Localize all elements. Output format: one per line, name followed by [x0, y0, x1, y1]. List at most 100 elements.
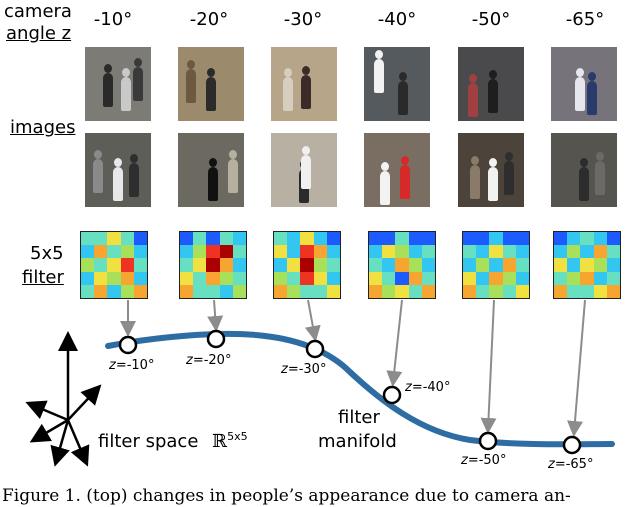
images-label: images: [10, 117, 76, 138]
filter-cell: [567, 245, 581, 259]
figure-caption: Figure 1. (top) changes in people’s appe…: [2, 486, 571, 506]
filter-cell: [193, 271, 207, 285]
filter-cell: [326, 284, 340, 298]
pedestrian-photo: [85, 133, 151, 207]
person-figure: [470, 156, 480, 199]
filter-cell: [382, 284, 396, 298]
person-figure: [468, 74, 478, 117]
filter-cell: [133, 232, 147, 246]
filter-cell: [395, 232, 409, 246]
filter-cell: [580, 284, 594, 298]
filter-cell: [593, 284, 607, 298]
person-figure: [228, 150, 238, 193]
filter-cell: [274, 232, 288, 246]
person-figure: [113, 158, 123, 201]
filter-cell: [382, 245, 396, 259]
filter-cell: [421, 258, 435, 272]
person-figure: [208, 158, 218, 201]
filter-cell: [476, 271, 490, 285]
filter-cell: [180, 232, 194, 246]
arrow-2: [207, 299, 224, 332]
filter-cell: [107, 271, 121, 285]
filter-cell: [515, 284, 529, 298]
filter-cell: [369, 232, 383, 246]
person-figure: [398, 72, 408, 115]
filter-cell: [463, 284, 477, 298]
filter-cell: [120, 232, 134, 246]
person-figure: [206, 68, 216, 111]
point-label-4: z=-40°: [405, 380, 451, 395]
filter-cell: [606, 232, 620, 246]
person-figure: [374, 50, 384, 93]
filter-cell: [232, 245, 246, 259]
filter-cell: [369, 284, 383, 298]
person-figure: [400, 156, 410, 199]
person-figure: [186, 60, 196, 103]
filter-cell: [193, 258, 207, 272]
filter-cell: [120, 245, 134, 259]
filter-cell: [81, 284, 95, 298]
filter-cell: [232, 284, 246, 298]
filter-cell: [502, 258, 516, 272]
filter-cell: [593, 232, 607, 246]
filter-heatmap-1: [80, 231, 148, 299]
filter-cell: [81, 271, 95, 285]
person-figure: [380, 162, 390, 205]
filter-cell: [489, 284, 503, 298]
filter-cell: [554, 232, 568, 246]
filter-cell: [287, 232, 301, 246]
angle-header-6: -65°: [565, 9, 605, 30]
person-figure: [504, 152, 514, 195]
filter-cell: [515, 271, 529, 285]
filter-cell: [554, 258, 568, 272]
filter-cell: [107, 245, 121, 259]
filter-cell: [580, 232, 594, 246]
filter-cell: [274, 245, 288, 259]
filter-cell: [326, 271, 340, 285]
filter-cell: [274, 284, 288, 298]
pedestrian-photo: [271, 47, 337, 121]
filter-cell: [300, 232, 314, 246]
person-figure: [283, 68, 293, 111]
filter-cell: [94, 232, 108, 246]
filter-cell: [120, 271, 134, 285]
filter-cell: [515, 232, 529, 246]
arrow-3: [304, 299, 321, 342]
pedestrian-photo: [364, 47, 430, 121]
pedestrian-photo: [458, 47, 524, 121]
filter-cell: [206, 284, 220, 298]
filter-cell: [502, 232, 516, 246]
manifold-point-6: [562, 435, 582, 455]
filter-cell: [313, 284, 327, 298]
arrow-4: [386, 299, 403, 387]
filter-cell: [395, 245, 409, 259]
manifold-point-5: [478, 431, 498, 451]
filter-cell: [107, 232, 121, 246]
filter-cell: [502, 245, 516, 259]
filter-cell: [206, 232, 220, 246]
point-label-3: z=-30°: [281, 362, 327, 377]
filter-cell: [463, 232, 477, 246]
axes-icon: [25, 331, 102, 467]
filter-cell: [120, 284, 134, 298]
filter-cell: [300, 245, 314, 259]
filter-cell: [326, 245, 340, 259]
pedestrian-photo: [178, 133, 244, 207]
filter-cell: [107, 284, 121, 298]
filter-cell: [313, 232, 327, 246]
filter-cell: [489, 245, 503, 259]
angle-header-3: -30°: [283, 9, 323, 30]
filter-cell: [606, 258, 620, 272]
angle-header-5: -50°: [471, 9, 511, 30]
filter-cell: [274, 271, 288, 285]
filter-cell: [369, 245, 383, 259]
filter-label: filter: [22, 267, 64, 288]
filter-cell: [206, 245, 220, 259]
filter-cell: [382, 271, 396, 285]
person-figure: [133, 58, 143, 101]
filter-cell: [606, 245, 620, 259]
filter-cell: [107, 258, 121, 272]
person-figure: [488, 70, 498, 113]
filter-cell: [219, 245, 233, 259]
